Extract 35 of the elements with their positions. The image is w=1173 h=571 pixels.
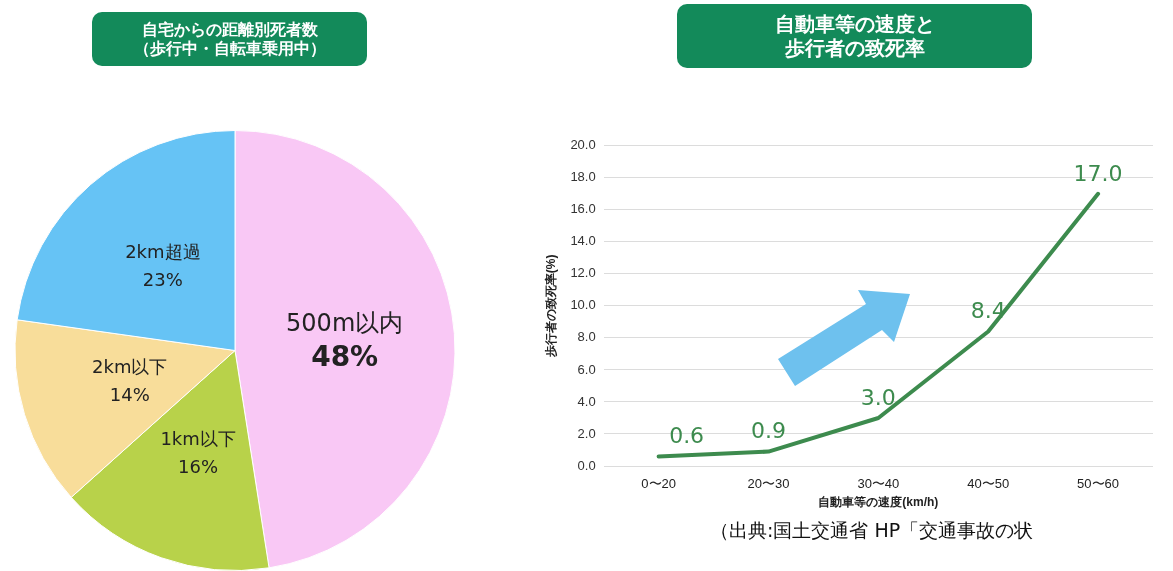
y-tick-label: 2.0 <box>577 425 596 441</box>
slice-label: 500m以内 <box>286 309 404 338</box>
y-tick-label: 14.0 <box>570 233 596 249</box>
chart-title: 自動車等の速度と <box>773 12 936 36</box>
y-axis-title: 歩行者の致死率(%) <box>543 254 558 359</box>
x-axis-title: 自動車等の速度(km/h) <box>818 495 939 510</box>
y-tick-label: 6.0 <box>577 361 596 377</box>
y-tick-label: 10.0 <box>570 297 596 313</box>
x-tick-label: 40〜50 <box>967 476 1010 492</box>
y-tick-label: 0.0 <box>577 457 596 473</box>
y-tick-label: 12.0 <box>570 265 596 281</box>
data-label: 0.6 <box>669 423 705 449</box>
chart-subtitle: （歩行中・自転車乗用中） <box>132 39 327 59</box>
data-label: 3.0 <box>860 384 896 410</box>
x-tick-label: 30〜40 <box>857 476 900 492</box>
slice-label: 2km超過 <box>125 241 201 263</box>
data-label: 16% <box>178 455 219 477</box>
chart-title: 自宅からの距離別死者数 <box>140 20 319 40</box>
data-label: 17.0 <box>1073 160 1123 186</box>
data-label: 0.9 <box>750 418 786 444</box>
x-tick-label: 50〜60 <box>1077 476 1120 492</box>
x-tick-label: 0〜20 <box>641 476 676 492</box>
text: （出典:国土交通省 HP「交通事故の状 <box>710 518 1034 543</box>
slice-label: 1km以下 <box>160 427 236 449</box>
data-label: 48% <box>311 340 379 374</box>
data-label: 14% <box>109 384 150 406</box>
y-tick-label: 4.0 <box>577 393 596 409</box>
y-tick-label: 20.0 <box>570 137 596 153</box>
y-tick-label: 8.0 <box>577 329 596 345</box>
x-tick-label: 20〜30 <box>747 476 790 492</box>
slice-label: 2km以下 <box>92 356 168 378</box>
y-tick-label: 18.0 <box>570 169 596 185</box>
y-tick-label: 16.0 <box>570 201 596 217</box>
data-label: 23% <box>142 269 183 291</box>
chart-subtitle: 歩行者の致死率 <box>783 36 926 60</box>
